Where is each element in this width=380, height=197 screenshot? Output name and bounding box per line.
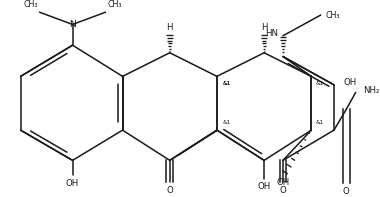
- Text: O: O: [166, 186, 173, 195]
- Text: &1: &1: [223, 81, 231, 86]
- Text: CH₃: CH₃: [326, 10, 340, 20]
- Text: &1: &1: [223, 81, 231, 86]
- Text: H: H: [261, 23, 268, 32]
- Text: OH: OH: [276, 178, 290, 187]
- Text: &1: &1: [223, 120, 231, 125]
- Text: HN: HN: [265, 29, 278, 38]
- Text: &1: &1: [316, 120, 324, 125]
- Text: O: O: [343, 187, 350, 196]
- Text: H: H: [166, 23, 173, 32]
- Text: N: N: [69, 20, 76, 29]
- Text: O: O: [280, 186, 287, 195]
- Text: CH₃: CH₃: [23, 0, 38, 9]
- Text: OH: OH: [66, 178, 79, 188]
- Text: NH₂: NH₂: [363, 86, 380, 95]
- Text: &1: &1: [316, 81, 324, 86]
- Text: OH: OH: [344, 78, 357, 87]
- Text: CH₃: CH₃: [108, 0, 122, 9]
- Text: OH: OH: [258, 182, 271, 191]
